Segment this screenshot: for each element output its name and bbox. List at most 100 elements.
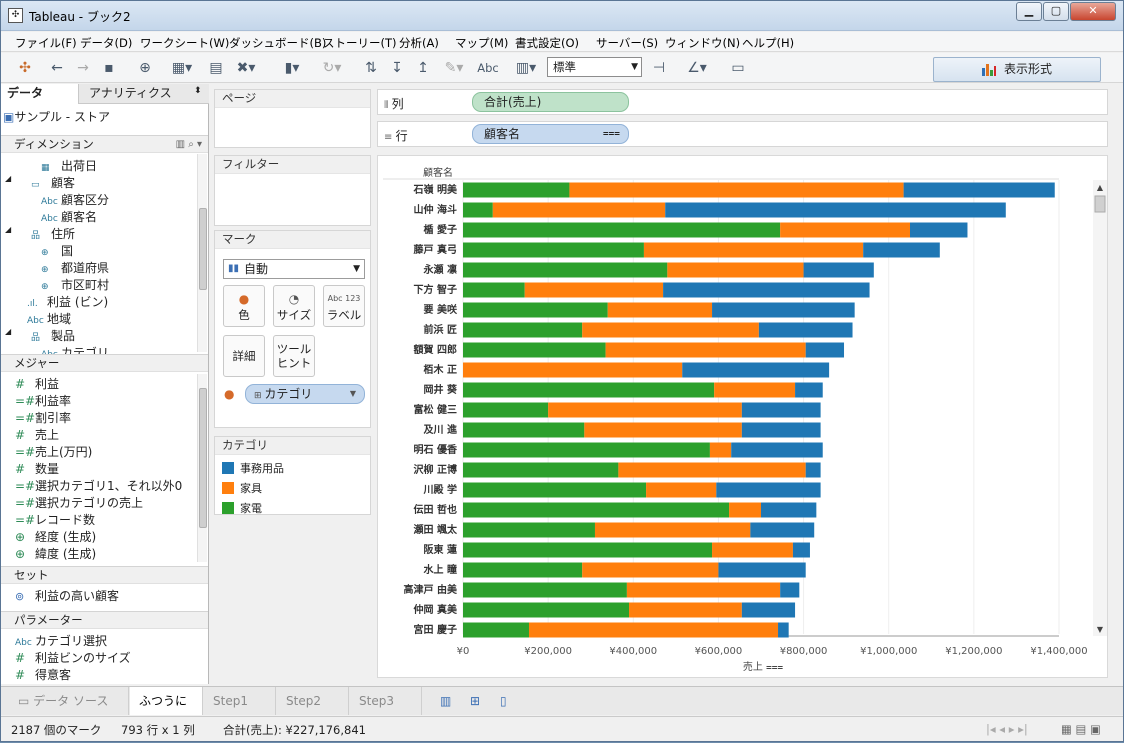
legend-item-furniture[interactable]: 家具 xyxy=(222,480,262,496)
redo-icon[interactable]: → xyxy=(77,60,89,76)
dimension-item[interactable]: ▦ 出荷日 xyxy=(41,157,97,174)
bar-segment[interactable] xyxy=(492,202,666,218)
bar-segment[interactable] xyxy=(607,302,713,318)
bar-segment[interactable] xyxy=(463,542,713,558)
text-labels-button[interactable]: Abc xyxy=(477,61,499,75)
sort-asc-icon[interactable]: ↧ xyxy=(391,60,403,76)
presentation-icon[interactable]: ▮▾ xyxy=(284,60,300,76)
bar-segment[interactable] xyxy=(714,382,796,398)
tooltip-toggle-icon[interactable]: ▭ xyxy=(731,60,745,76)
bar-segment[interactable] xyxy=(709,442,732,458)
bar-segment[interactable] xyxy=(626,582,781,598)
bar-segment[interactable] xyxy=(582,322,759,338)
bar-segment[interactable] xyxy=(463,502,730,518)
bar-segment[interactable] xyxy=(463,562,583,578)
bar-segment[interactable] xyxy=(463,362,683,378)
tab-step1[interactable]: Step1 xyxy=(204,687,276,715)
close-button[interactable]: ✕ xyxy=(1070,2,1116,21)
menu-analysis[interactable]: 分析(A) xyxy=(399,36,439,50)
dimension-item[interactable]: Abc 顧客区分 xyxy=(41,191,109,208)
dimensions-scrollbar[interactable] xyxy=(197,154,207,352)
swap-icon[interactable]: ⇅ xyxy=(365,60,377,76)
parameter-item[interactable]: # 利益ビンのサイズ xyxy=(15,649,131,666)
new-datasource-icon[interactable]: ⊕ xyxy=(139,60,151,76)
bar-segment[interactable] xyxy=(463,482,647,498)
bar-segment[interactable] xyxy=(463,322,583,338)
bar-segment[interactable] xyxy=(741,602,796,618)
bar-segment[interactable] xyxy=(463,342,606,358)
new-worksheet-icon[interactable]: ▦▾ xyxy=(171,60,193,76)
bar-segment[interactable] xyxy=(795,382,823,398)
search-icon[interactable]: ▥ ⌕ ▾ xyxy=(175,139,202,150)
bar-segment[interactable] xyxy=(665,202,1006,218)
bar-segment[interactable] xyxy=(463,462,619,478)
bar-segment[interactable] xyxy=(646,482,717,498)
menu-dashboard[interactable]: ダッシュボード(B) xyxy=(229,36,327,50)
bar-segment[interactable] xyxy=(716,482,821,498)
measure-item[interactable]: =#売上(万円) xyxy=(15,443,92,460)
bar-segment[interactable] xyxy=(528,622,779,638)
bar-segment[interactable] xyxy=(463,582,627,598)
bar-segment[interactable] xyxy=(463,402,549,418)
menu-format[interactable]: 書式設定(O) xyxy=(515,36,580,50)
minimize-button[interactable]: ▁ xyxy=(1016,2,1042,21)
bar-segment[interactable] xyxy=(805,462,821,478)
color-button[interactable]: ● 色 xyxy=(223,285,265,327)
label-button[interactable]: Abc 123 ラベル xyxy=(323,285,365,327)
bar-segment[interactable] xyxy=(463,222,781,238)
bar-segment[interactable] xyxy=(903,182,1055,198)
bar-segment[interactable] xyxy=(463,602,630,618)
bar-segment[interactable] xyxy=(667,262,804,278)
measure-item[interactable]: ⊕ 緯度 (生成) xyxy=(15,545,96,562)
sheet-view-icon[interactable]: ▦ ▤ ▣ xyxy=(1061,722,1101,736)
menu-data[interactable]: データ(D) xyxy=(80,36,133,50)
measure-item[interactable]: # 売上 xyxy=(15,426,59,443)
tooltip-button[interactable]: ツール ヒント xyxy=(273,335,315,377)
fit-select[interactable]: 標準 ▼ xyxy=(547,57,642,77)
bar-segment[interactable] xyxy=(605,342,806,358)
dimension-item[interactable]: ⊕ 市区町村 xyxy=(41,276,109,293)
bar-segment[interactable] xyxy=(569,182,904,198)
datasource-item[interactable]: ▣サンプル - ストア xyxy=(3,108,110,125)
bar-segment[interactable] xyxy=(910,222,968,238)
measure-item[interactable]: =#選択カテゴリ1、それ以外0 xyxy=(15,477,182,494)
menu-map[interactable]: マップ(M) xyxy=(455,36,509,50)
duplicate-sheet-icon[interactable]: ▤ xyxy=(209,60,223,76)
bar-segment[interactable] xyxy=(582,562,719,578)
bar-segment[interactable] xyxy=(805,342,845,358)
tab-step3[interactable]: Step3 xyxy=(350,687,422,715)
tableau-logo-icon[interactable]: ✣ xyxy=(19,60,31,76)
bar-segment[interactable] xyxy=(463,182,570,198)
tab-menu-icon[interactable]: ⬍ xyxy=(194,86,202,96)
new-dashboard-icon[interactable]: ⊞ xyxy=(470,694,481,708)
pages-card[interactable]: ページ xyxy=(214,89,371,148)
bar-segment[interactable] xyxy=(778,622,789,638)
collapse-icon[interactable]: ◢ xyxy=(5,327,12,336)
sort-desc-icon[interactable]: ↥ xyxy=(417,60,429,76)
measure-item[interactable]: # 数量 xyxy=(15,460,59,477)
tab-sheet-active[interactable]: ふつうに作成 xyxy=(130,687,203,736)
bar-segment[interactable] xyxy=(682,362,830,378)
menu-file[interactable]: ファイル(F) xyxy=(15,36,77,50)
menu-server[interactable]: サーバー(S) xyxy=(596,36,659,50)
chart-scrollbar[interactable] xyxy=(1093,180,1107,636)
bar-segment[interactable] xyxy=(629,602,742,618)
measure-item[interactable]: =#選択カテゴリの売上 xyxy=(15,494,143,511)
bar-segment[interactable] xyxy=(463,422,585,438)
bar-segment[interactable] xyxy=(463,242,644,258)
bar-segment[interactable] xyxy=(548,402,742,418)
highlight-icon[interactable]: ✎▾ xyxy=(444,60,464,76)
tab-analytics[interactable]: アナリティクス xyxy=(89,86,172,100)
rows-pill[interactable]: 顧客名 ⩶ xyxy=(472,124,629,144)
scroll-thumb[interactable] xyxy=(199,208,207,290)
tab-data[interactable]: データ xyxy=(1,84,79,104)
bar-segment[interactable] xyxy=(758,322,853,338)
clear-sheet-icon[interactable]: ✖▾ xyxy=(236,60,256,76)
bar-segment[interactable] xyxy=(643,242,864,258)
bar-segment[interactable] xyxy=(463,522,595,538)
bar-segment[interactable] xyxy=(761,502,817,518)
bar-segment[interactable] xyxy=(463,282,525,298)
bar-segment[interactable] xyxy=(463,622,529,638)
bar-segment[interactable] xyxy=(792,542,810,558)
rows-shelf[interactable]: ≡ 行 顧客名 ⩶ xyxy=(377,121,1108,147)
